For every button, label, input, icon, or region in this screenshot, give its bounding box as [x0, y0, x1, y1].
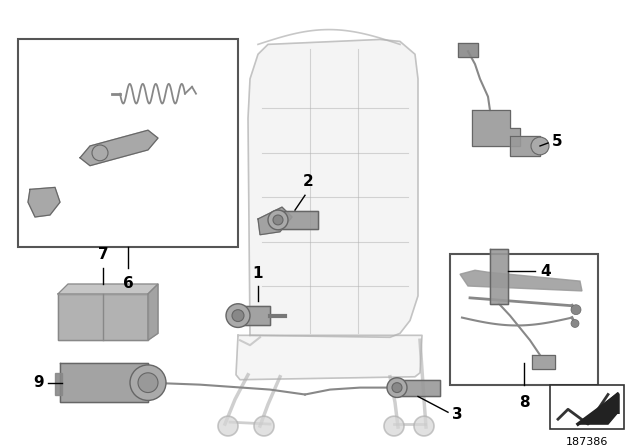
Circle shape — [414, 416, 434, 436]
Text: 9: 9 — [33, 375, 44, 390]
Text: 1: 1 — [253, 266, 263, 281]
Text: 2: 2 — [303, 174, 314, 190]
Polygon shape — [258, 207, 292, 235]
Polygon shape — [510, 136, 540, 156]
Circle shape — [268, 210, 288, 230]
Circle shape — [218, 416, 238, 436]
Text: 4: 4 — [540, 264, 550, 279]
Polygon shape — [80, 130, 158, 166]
Polygon shape — [490, 249, 508, 304]
Circle shape — [571, 305, 581, 314]
Text: 3: 3 — [452, 407, 463, 422]
Polygon shape — [240, 306, 270, 325]
Polygon shape — [580, 392, 618, 424]
Circle shape — [384, 416, 404, 436]
Bar — [18, 39, 238, 246]
Polygon shape — [60, 363, 148, 402]
Polygon shape — [458, 43, 478, 57]
Polygon shape — [248, 39, 418, 337]
Circle shape — [92, 145, 108, 161]
Polygon shape — [58, 284, 158, 294]
Text: 7: 7 — [98, 247, 108, 263]
Circle shape — [531, 137, 549, 155]
Polygon shape — [55, 373, 62, 395]
Circle shape — [571, 319, 579, 327]
Circle shape — [254, 416, 274, 436]
Bar — [550, 385, 624, 429]
Polygon shape — [148, 284, 158, 340]
Text: 5: 5 — [552, 134, 563, 149]
Polygon shape — [236, 336, 422, 380]
Circle shape — [232, 310, 244, 322]
Polygon shape — [460, 270, 582, 291]
Text: 8: 8 — [518, 395, 529, 409]
Bar — [450, 254, 598, 385]
Polygon shape — [58, 294, 148, 340]
Polygon shape — [278, 211, 318, 229]
Polygon shape — [472, 111, 520, 146]
Polygon shape — [28, 187, 60, 217]
Circle shape — [130, 365, 166, 401]
Circle shape — [387, 378, 407, 397]
Circle shape — [226, 304, 250, 327]
Text: 187386: 187386 — [566, 437, 608, 447]
Polygon shape — [532, 355, 555, 369]
Circle shape — [138, 373, 158, 392]
Circle shape — [392, 383, 402, 392]
Polygon shape — [398, 380, 440, 396]
Circle shape — [273, 215, 283, 225]
Text: 6: 6 — [123, 276, 133, 291]
